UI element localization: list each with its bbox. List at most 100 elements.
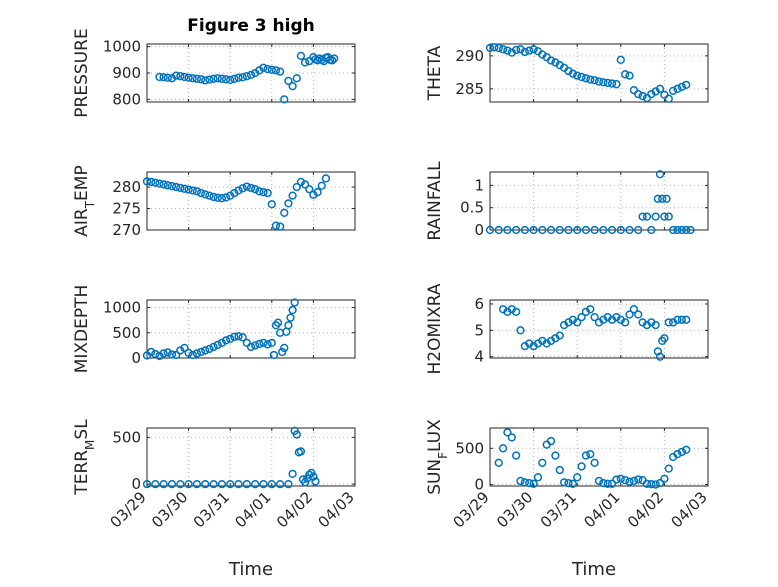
data-point xyxy=(205,75,214,84)
data-point xyxy=(673,84,682,93)
y-tick-label: 1000 xyxy=(103,38,141,56)
data-point xyxy=(288,305,297,315)
data-point xyxy=(516,326,525,335)
data-point xyxy=(629,305,639,314)
data-point xyxy=(221,75,231,84)
y-tick-label: 500 xyxy=(112,324,141,342)
data-point xyxy=(629,476,639,486)
data-point xyxy=(677,315,686,324)
data-point xyxy=(607,79,617,88)
y-tick-label: 270 xyxy=(112,221,141,239)
data-point xyxy=(242,72,251,81)
y-tick-label: 1000 xyxy=(103,299,141,317)
data-point xyxy=(226,479,235,489)
data-point xyxy=(651,320,660,330)
y-tick-label: 900 xyxy=(112,64,141,82)
data-point xyxy=(647,480,656,489)
data-point xyxy=(275,222,285,231)
data-point xyxy=(234,332,243,341)
data-point xyxy=(286,313,295,322)
data-point xyxy=(625,310,634,319)
data-point xyxy=(573,225,582,235)
data-point xyxy=(612,475,621,484)
data-point xyxy=(280,208,289,217)
y-tick-label: 275 xyxy=(112,200,141,218)
data-point xyxy=(259,63,268,72)
data-point xyxy=(209,479,218,489)
data-point xyxy=(673,315,682,324)
data-point xyxy=(251,479,260,489)
x-tick-label: 04/03 xyxy=(668,488,711,531)
data-point xyxy=(292,430,301,439)
data-point xyxy=(664,318,673,327)
data-point xyxy=(280,343,289,353)
plot-area xyxy=(490,428,708,486)
subplot-sun-f-lux: 0 500 03/29 03/30 03/31 04/01 04/02 04/03 SUNFLU… xyxy=(425,419,711,532)
data-point xyxy=(246,183,256,193)
data-point xyxy=(159,73,168,82)
y-axis-label: AIRTEMP xyxy=(72,165,97,236)
x-axis-label-left: Time xyxy=(228,559,273,580)
data-point xyxy=(660,334,669,343)
data-point xyxy=(638,212,647,221)
data-point xyxy=(555,225,564,235)
data-point xyxy=(581,451,591,460)
y-axis-label: TERRMSL xyxy=(72,419,97,496)
x-tick-label: 03/29 xyxy=(107,488,150,531)
data-point xyxy=(305,470,314,479)
x-tick-label: 04/01 xyxy=(580,488,623,531)
data-point xyxy=(538,225,547,235)
data-point xyxy=(255,339,264,349)
data-point xyxy=(205,344,214,354)
data-point xyxy=(284,199,293,208)
data-point xyxy=(196,347,206,357)
data-point xyxy=(192,187,202,196)
x-tick-label: 03/29 xyxy=(450,488,493,531)
data-point xyxy=(196,188,206,198)
data-point xyxy=(616,225,625,235)
data-point xyxy=(634,89,643,99)
y-axis-label-subscript: T xyxy=(83,200,97,209)
data-point xyxy=(664,94,673,103)
axes-frame xyxy=(489,299,709,359)
data-point xyxy=(155,72,164,82)
data-point xyxy=(217,338,227,348)
data-point xyxy=(167,479,177,489)
data-point xyxy=(485,225,495,235)
data-point xyxy=(167,350,177,359)
y-axis-label-part: LUX xyxy=(425,419,445,452)
x-tick-label: 04/02 xyxy=(624,488,667,531)
data-point xyxy=(155,351,164,361)
data-point xyxy=(677,82,686,91)
data-point xyxy=(494,225,503,235)
data-point xyxy=(209,74,218,83)
data-point xyxy=(520,47,530,57)
data-point xyxy=(209,192,218,202)
data-point xyxy=(180,72,189,82)
data-point xyxy=(280,95,289,104)
plot-area xyxy=(147,172,355,230)
subplot-air-t-emp: 270 275 280 AIRTEMP xyxy=(72,165,356,239)
data-point xyxy=(682,445,691,454)
data-point xyxy=(525,46,534,55)
data-point xyxy=(668,86,678,95)
data-point xyxy=(209,342,218,352)
data-point xyxy=(263,64,272,74)
data-point xyxy=(246,70,256,79)
data-point xyxy=(213,74,222,83)
y-tick-label: 285 xyxy=(455,80,484,98)
x-tick-label: 03/31 xyxy=(190,488,233,531)
data-point xyxy=(551,451,560,460)
data-point xyxy=(498,444,508,453)
data-point xyxy=(686,225,695,235)
data-point xyxy=(313,188,322,197)
y-tick-label: 6 xyxy=(474,295,484,313)
data-point xyxy=(163,348,172,357)
y-tick-label: 0 xyxy=(131,475,141,493)
y-tick-label: 280 xyxy=(112,178,141,196)
data-point xyxy=(188,186,197,195)
data-point xyxy=(292,74,301,83)
data-point xyxy=(234,186,243,195)
